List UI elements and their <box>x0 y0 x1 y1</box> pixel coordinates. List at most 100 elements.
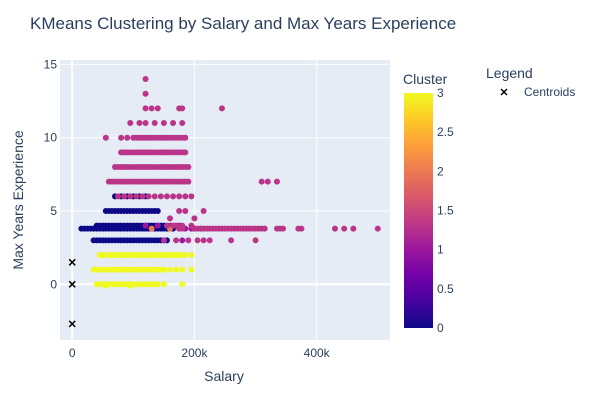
data-point <box>170 120 177 127</box>
data-point <box>252 237 259 244</box>
data-point <box>142 222 149 229</box>
data-point <box>188 251 195 258</box>
data-point <box>350 225 357 232</box>
colorbar-tick-label: 1 <box>437 243 444 257</box>
data-point <box>200 237 207 244</box>
data-point <box>182 149 189 156</box>
data-point <box>200 207 207 214</box>
data-point <box>142 90 149 97</box>
data-point <box>264 178 271 185</box>
data-point <box>185 164 192 171</box>
data-point <box>170 193 177 200</box>
data-point <box>179 222 186 229</box>
data-point <box>154 222 161 229</box>
data-point <box>182 193 189 200</box>
data-point <box>102 134 109 141</box>
data-point <box>142 105 149 112</box>
data-point <box>127 193 134 200</box>
data-point <box>173 266 180 273</box>
data-point <box>154 105 161 112</box>
centroid-marker <box>68 258 76 266</box>
data-point <box>176 207 183 214</box>
data-point <box>179 120 186 127</box>
data-point <box>160 120 167 127</box>
legend-item-centroids[interactable]: Centroids <box>500 85 575 99</box>
data-point <box>173 222 180 229</box>
data-point <box>261 225 268 232</box>
x-tick-label: 400k <box>304 346 331 360</box>
data-point <box>121 193 128 200</box>
data-point <box>167 266 173 273</box>
data-point <box>188 222 195 229</box>
data-point <box>145 193 152 200</box>
data-point <box>374 225 381 232</box>
legend-title: Legend <box>486 65 533 81</box>
data-point <box>341 225 348 232</box>
data-point <box>176 193 183 200</box>
data-point <box>139 193 146 200</box>
x-tick-label: 0 <box>69 346 76 360</box>
data-point <box>188 266 195 273</box>
data-point <box>154 281 161 288</box>
data-point <box>118 134 125 141</box>
colorbar-tick-label: 3 <box>437 86 444 100</box>
colorbar-title: Cluster <box>403 71 448 87</box>
y-tick-label: 15 <box>44 57 58 71</box>
data-point <box>160 281 167 288</box>
data-point <box>151 120 158 127</box>
data-point <box>136 120 143 127</box>
y-tick-label: 5 <box>50 204 57 218</box>
centroid-marker <box>68 320 76 328</box>
data-point <box>280 225 287 232</box>
data-point <box>179 281 186 288</box>
centroid-marker <box>68 280 76 288</box>
data-point <box>163 193 170 200</box>
data-point <box>148 225 155 232</box>
data-point <box>179 266 186 273</box>
scatter-points <box>78 76 381 289</box>
data-point <box>127 282 134 289</box>
colorbar-tick-label: 2 <box>437 164 444 178</box>
data-point <box>191 215 198 222</box>
y-tick-label: 0 <box>50 277 57 291</box>
data-point <box>179 105 186 112</box>
centroids <box>68 258 76 328</box>
data-point <box>185 237 192 244</box>
colorbar-tick-labels: 0 0.5 1 1.5 2 2.5 3 <box>437 86 454 335</box>
data-point <box>154 207 161 214</box>
data-point <box>160 237 167 244</box>
plot-area <box>60 60 390 340</box>
data-point <box>194 237 201 244</box>
data-point <box>185 178 192 185</box>
data-point <box>115 193 122 200</box>
x-tick-labels: 0 200k 400k <box>69 346 331 360</box>
data-point <box>182 251 189 258</box>
data-point <box>228 237 235 244</box>
data-point <box>206 237 213 244</box>
colorbar-tick-label: 1.5 <box>437 204 454 218</box>
data-point <box>298 225 305 232</box>
data-point <box>167 215 173 222</box>
data-point <box>151 193 158 200</box>
data-point <box>182 134 189 141</box>
data-point <box>182 207 189 214</box>
data-point <box>133 193 140 200</box>
data-point <box>102 282 109 289</box>
chart-title: KMeans Clustering by Salary and Max Year… <box>30 14 456 33</box>
data-point <box>332 225 338 232</box>
colorbar-tick-label: 0.5 <box>437 282 454 296</box>
colorbar-tick-label: 2.5 <box>437 125 454 139</box>
data-point <box>179 237 186 244</box>
data-point <box>142 76 149 83</box>
data-point <box>173 237 180 244</box>
data-point <box>258 178 265 185</box>
y-axis-label: Max Years Experience <box>10 130 26 270</box>
y-tick-labels: 0 5 10 15 <box>44 57 58 291</box>
x-marker-icon <box>500 88 508 96</box>
data-point <box>124 134 131 141</box>
colorbar <box>404 93 433 328</box>
colorbar-tick-label: 0 <box>437 321 444 335</box>
data-point <box>157 193 164 200</box>
data-point <box>148 105 155 112</box>
